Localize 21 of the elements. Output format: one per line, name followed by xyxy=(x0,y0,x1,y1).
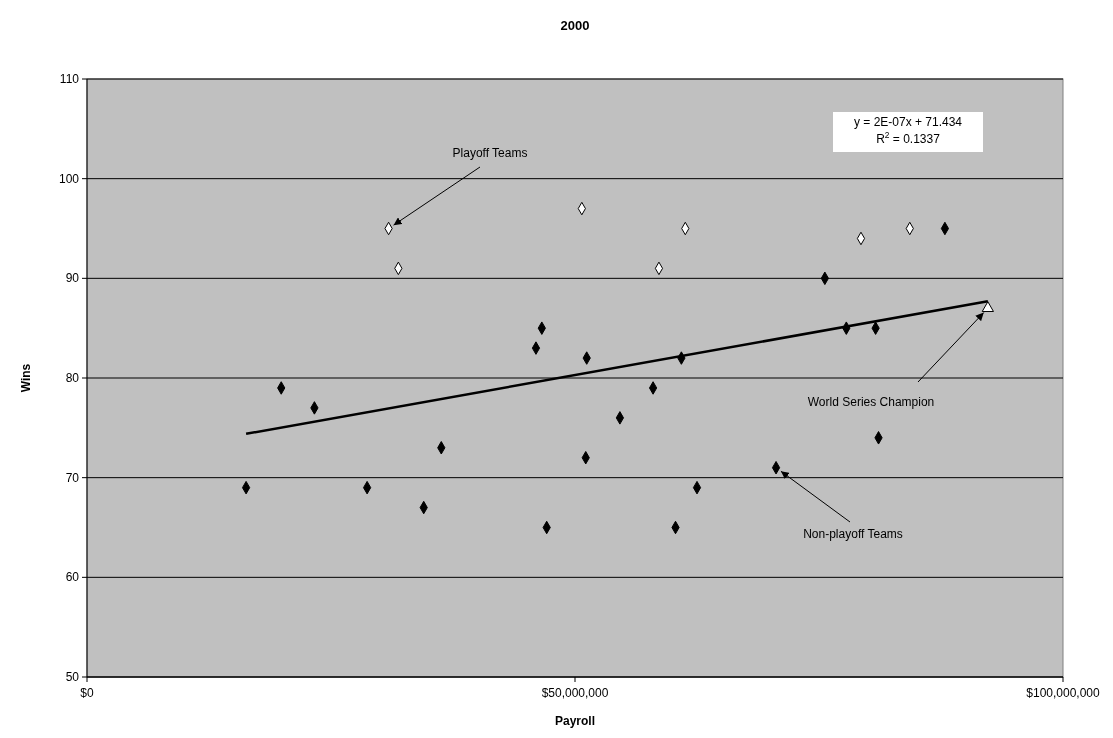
x-tick-label: $0 xyxy=(80,686,94,700)
y-tick-label: 70 xyxy=(65,470,80,485)
y-tick-label: 60 xyxy=(65,570,80,585)
y-axis-title: Wins xyxy=(19,363,33,393)
x-tick-label: $100,000,000 xyxy=(1026,686,1101,700)
x-tick-label: $50,000,000 xyxy=(541,686,609,700)
point xyxy=(981,301,994,312)
y-tick-label: 50 xyxy=(65,670,80,684)
annotation: Playoff Teams xyxy=(452,146,528,160)
annotation: Non-playoff Teams xyxy=(803,527,903,541)
y-tick-label: 90 xyxy=(65,271,80,286)
y-tick-label: 110 xyxy=(59,72,80,86)
point xyxy=(648,381,658,395)
annotation: World Series Champion xyxy=(807,395,935,409)
annotation: y = 2E-07x + 71.434 xyxy=(853,115,963,129)
y-tick-label: 100 xyxy=(58,171,80,186)
y-tick-label: 80 xyxy=(65,371,80,385)
chart-title: 2000 xyxy=(560,18,590,33)
annotation: R$^{2}$ = 0.1337 xyxy=(876,130,941,146)
x-axis-title: Payroll xyxy=(554,714,596,728)
point xyxy=(531,341,541,355)
